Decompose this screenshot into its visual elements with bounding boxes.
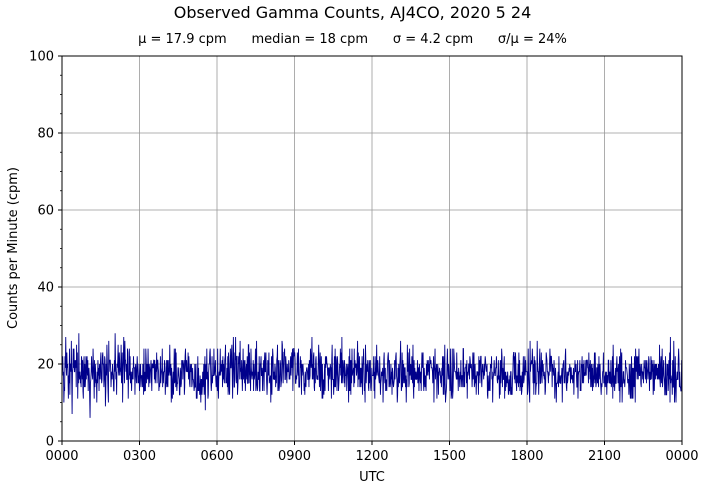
y-tick-label: 0: [46, 435, 54, 450]
y-tick-label: 80: [37, 127, 54, 142]
x-tick-label: 1800: [510, 449, 543, 464]
y-tick-label: 60: [37, 204, 54, 219]
chart-subtitle: μ = 17.9 cpm median = 18 cpm σ = 4.2 cpm…: [138, 32, 567, 47]
x-tick-label: 0000: [45, 449, 78, 464]
x-tick-label: 0900: [278, 449, 311, 464]
y-axis-label: Counts per Minute (cpm): [6, 167, 21, 329]
series-line-0: [61, 333, 683, 418]
chart-title: Observed Gamma Counts, AJ4CO, 2020 5 24: [173, 3, 532, 22]
x-axis-label: UTC: [359, 470, 385, 485]
x-tick-label: 2100: [588, 449, 621, 464]
ticks-layer: 0000 0300 0600 0900 1200 1500 1800 2100 00000204…: [29, 50, 698, 465]
series-layer: [61, 333, 683, 418]
x-tick-label: 0300: [123, 449, 156, 464]
y-tick-label: 20: [37, 358, 54, 373]
x-tick-label: 1500: [433, 449, 466, 464]
x-tick-label: 0000: [665, 449, 698, 464]
y-tick-label: 100: [29, 50, 54, 65]
y-tick-label: 40: [37, 281, 54, 296]
x-tick-label: 0600: [200, 449, 233, 464]
x-tick-label: 1200: [355, 449, 388, 464]
